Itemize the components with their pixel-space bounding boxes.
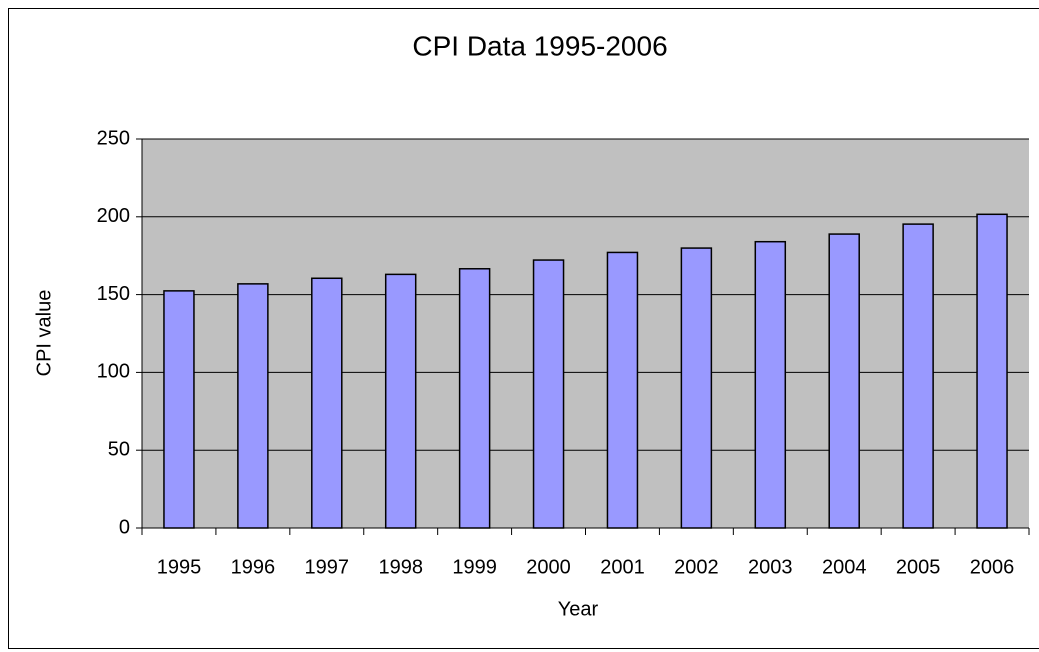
chart-title: CPI Data 1995-2006	[412, 30, 667, 61]
bar	[754, 240, 787, 529]
x-tick-label: 2000	[526, 556, 571, 578]
y-axis-label: CPI value	[33, 290, 55, 377]
x-tick-label: 2004	[822, 556, 867, 578]
y-tick-label: 0	[119, 516, 130, 538]
bar	[237, 283, 269, 529]
x-tick-label: 2003	[748, 556, 793, 578]
x-tick-label: 1996	[231, 556, 276, 578]
x-tick-label: 2006	[970, 556, 1015, 578]
bar	[532, 259, 565, 529]
bar	[311, 277, 343, 529]
y-tick-label: 150	[97, 283, 130, 305]
plot-area	[142, 139, 1029, 528]
x-tick-label: 1995	[157, 556, 202, 578]
bar	[384, 273, 417, 529]
bar	[680, 247, 713, 529]
y-tick-label: 200	[97, 205, 130, 227]
x-axis-label: Year	[558, 598, 599, 620]
y-tick-label: 100	[97, 361, 130, 383]
bar	[458, 268, 491, 529]
x-tick-label: 1999	[452, 556, 497, 578]
bar	[976, 213, 1008, 529]
bar	[902, 223, 934, 529]
y-tick-label: 250	[97, 127, 130, 149]
x-tick-label: 1997	[305, 556, 350, 578]
x-tick-label: 2002	[674, 556, 719, 578]
bar	[163, 290, 195, 529]
x-tick-label: 1998	[378, 556, 423, 578]
bar	[828, 233, 860, 529]
x-tick-label: 2001	[600, 556, 645, 578]
y-tick-label: 50	[108, 438, 130, 460]
x-tick-label: 2005	[896, 556, 941, 578]
bar	[606, 251, 639, 529]
